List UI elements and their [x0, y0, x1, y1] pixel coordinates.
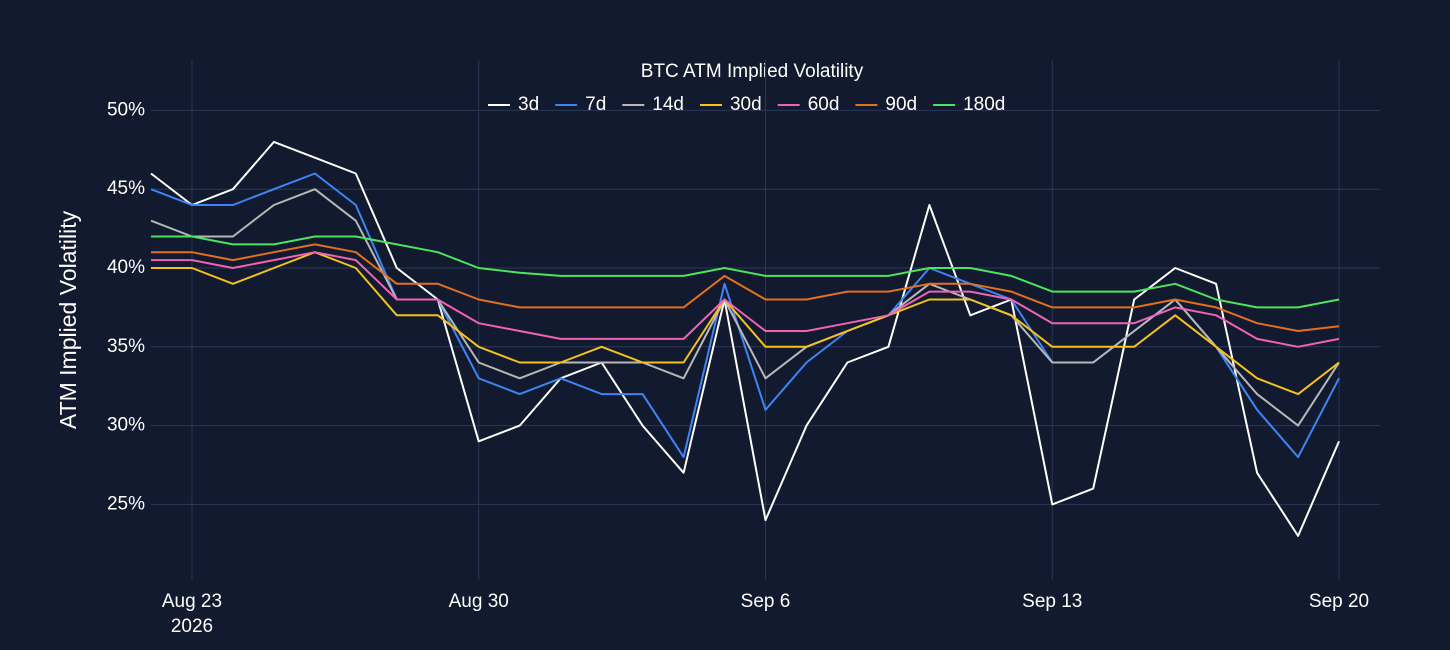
x-tick-label: Sep 13: [1022, 591, 1082, 612]
legend-label: 14d: [652, 94, 684, 115]
y-tick-label: 45%: [107, 178, 145, 199]
legend-label: 90d: [885, 94, 917, 115]
y-axis-title: ATM Implied Volatility: [55, 210, 81, 429]
x-tick-label: Sep 6: [741, 591, 791, 612]
chart-title: BTC ATM Implied Volatility: [641, 61, 864, 82]
y-tick-label: 25%: [107, 493, 145, 514]
x-tick-label: Aug 23 2026: [162, 591, 222, 637]
legend-label: 30d: [730, 94, 762, 115]
series-line: [151, 243, 1340, 332]
x-tick-label: Aug 30: [449, 591, 509, 612]
series-line: [151, 251, 1340, 348]
x-tick-label: Sep 20: [1309, 591, 1369, 612]
legend-label: 180d: [963, 94, 1005, 115]
legend: 3d 7d 14d 30d 60d 90d 180d: [488, 94, 1005, 115]
legend-label: 7d: [585, 94, 606, 115]
series-line: [151, 235, 1340, 309]
grid: [151, 60, 1380, 580]
series-line: [150, 140, 1340, 537]
series-line: [151, 251, 1340, 396]
legend-label: 3d: [518, 94, 539, 115]
y-tick-label: 35%: [107, 336, 145, 357]
legend-label: 60d: [808, 94, 840, 115]
series-line: [150, 188, 1340, 427]
y-tick-label: 40%: [107, 257, 145, 278]
y-tick-label: 50%: [107, 99, 145, 120]
y-tick-label: 30%: [107, 415, 145, 436]
